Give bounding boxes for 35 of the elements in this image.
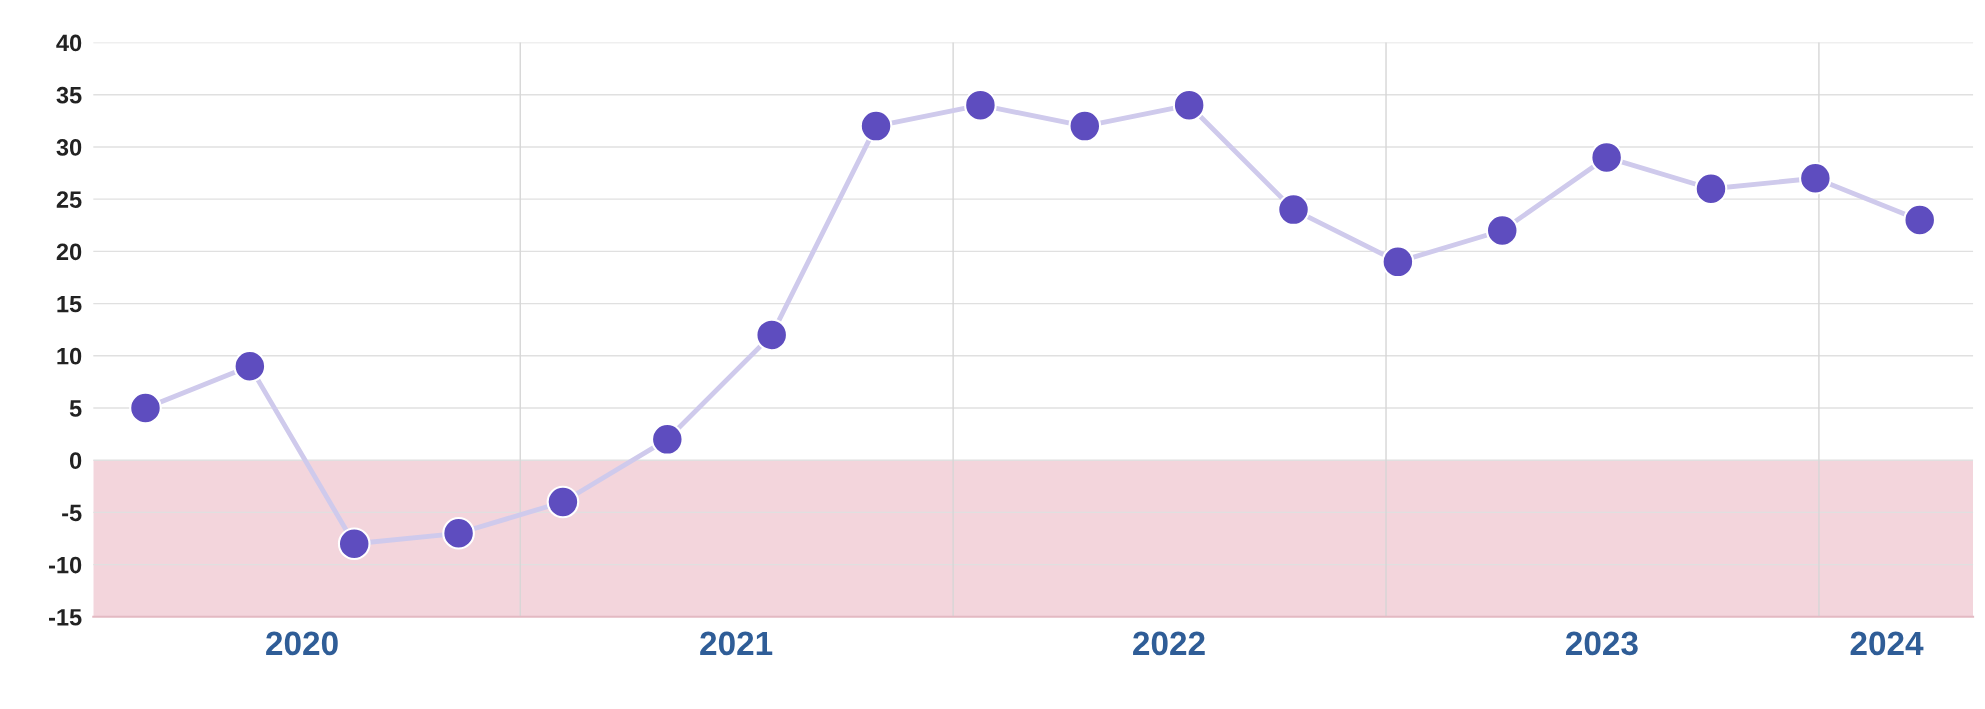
point (129, 391, 162, 425)
point (233, 349, 267, 383)
point (964, 88, 997, 122)
y-tick-label: 35 (56, 86, 82, 104)
point (651, 423, 684, 456)
point (442, 516, 475, 550)
point (546, 485, 580, 519)
y-tick-label: -5 (62, 504, 82, 522)
y-tick-label: 15 (57, 295, 82, 313)
y-tick-label: -10 (48, 556, 82, 574)
y-tick-label: 0 (69, 452, 82, 469)
y-tick-label: -15 (48, 609, 82, 626)
y-tick-label: 10 (57, 347, 82, 365)
point (859, 109, 893, 143)
x-tick-label: 2024 (1850, 631, 1924, 656)
point (1068, 109, 1102, 143)
x-tick-label: 2022 (1133, 631, 1205, 656)
y-tick-label: 30 (56, 139, 82, 156)
point (1590, 141, 1623, 174)
point (1694, 172, 1728, 206)
x-tick-label: 2023 (1565, 631, 1638, 656)
x-tick-label: 2020 (266, 631, 338, 656)
point (337, 527, 371, 561)
y-tick-label: 25 (56, 191, 82, 208)
point (1903, 203, 1937, 237)
x-tick-label: 2021 (700, 631, 773, 656)
point (755, 318, 788, 352)
point (1799, 161, 1832, 195)
y-tick-label: 40 (56, 34, 82, 52)
point (1277, 193, 1310, 226)
point (1485, 214, 1519, 247)
y-tick-label: 20 (56, 243, 82, 261)
y-tick-label: 5 (69, 400, 82, 417)
point (1381, 245, 1415, 279)
point (1172, 88, 1206, 122)
